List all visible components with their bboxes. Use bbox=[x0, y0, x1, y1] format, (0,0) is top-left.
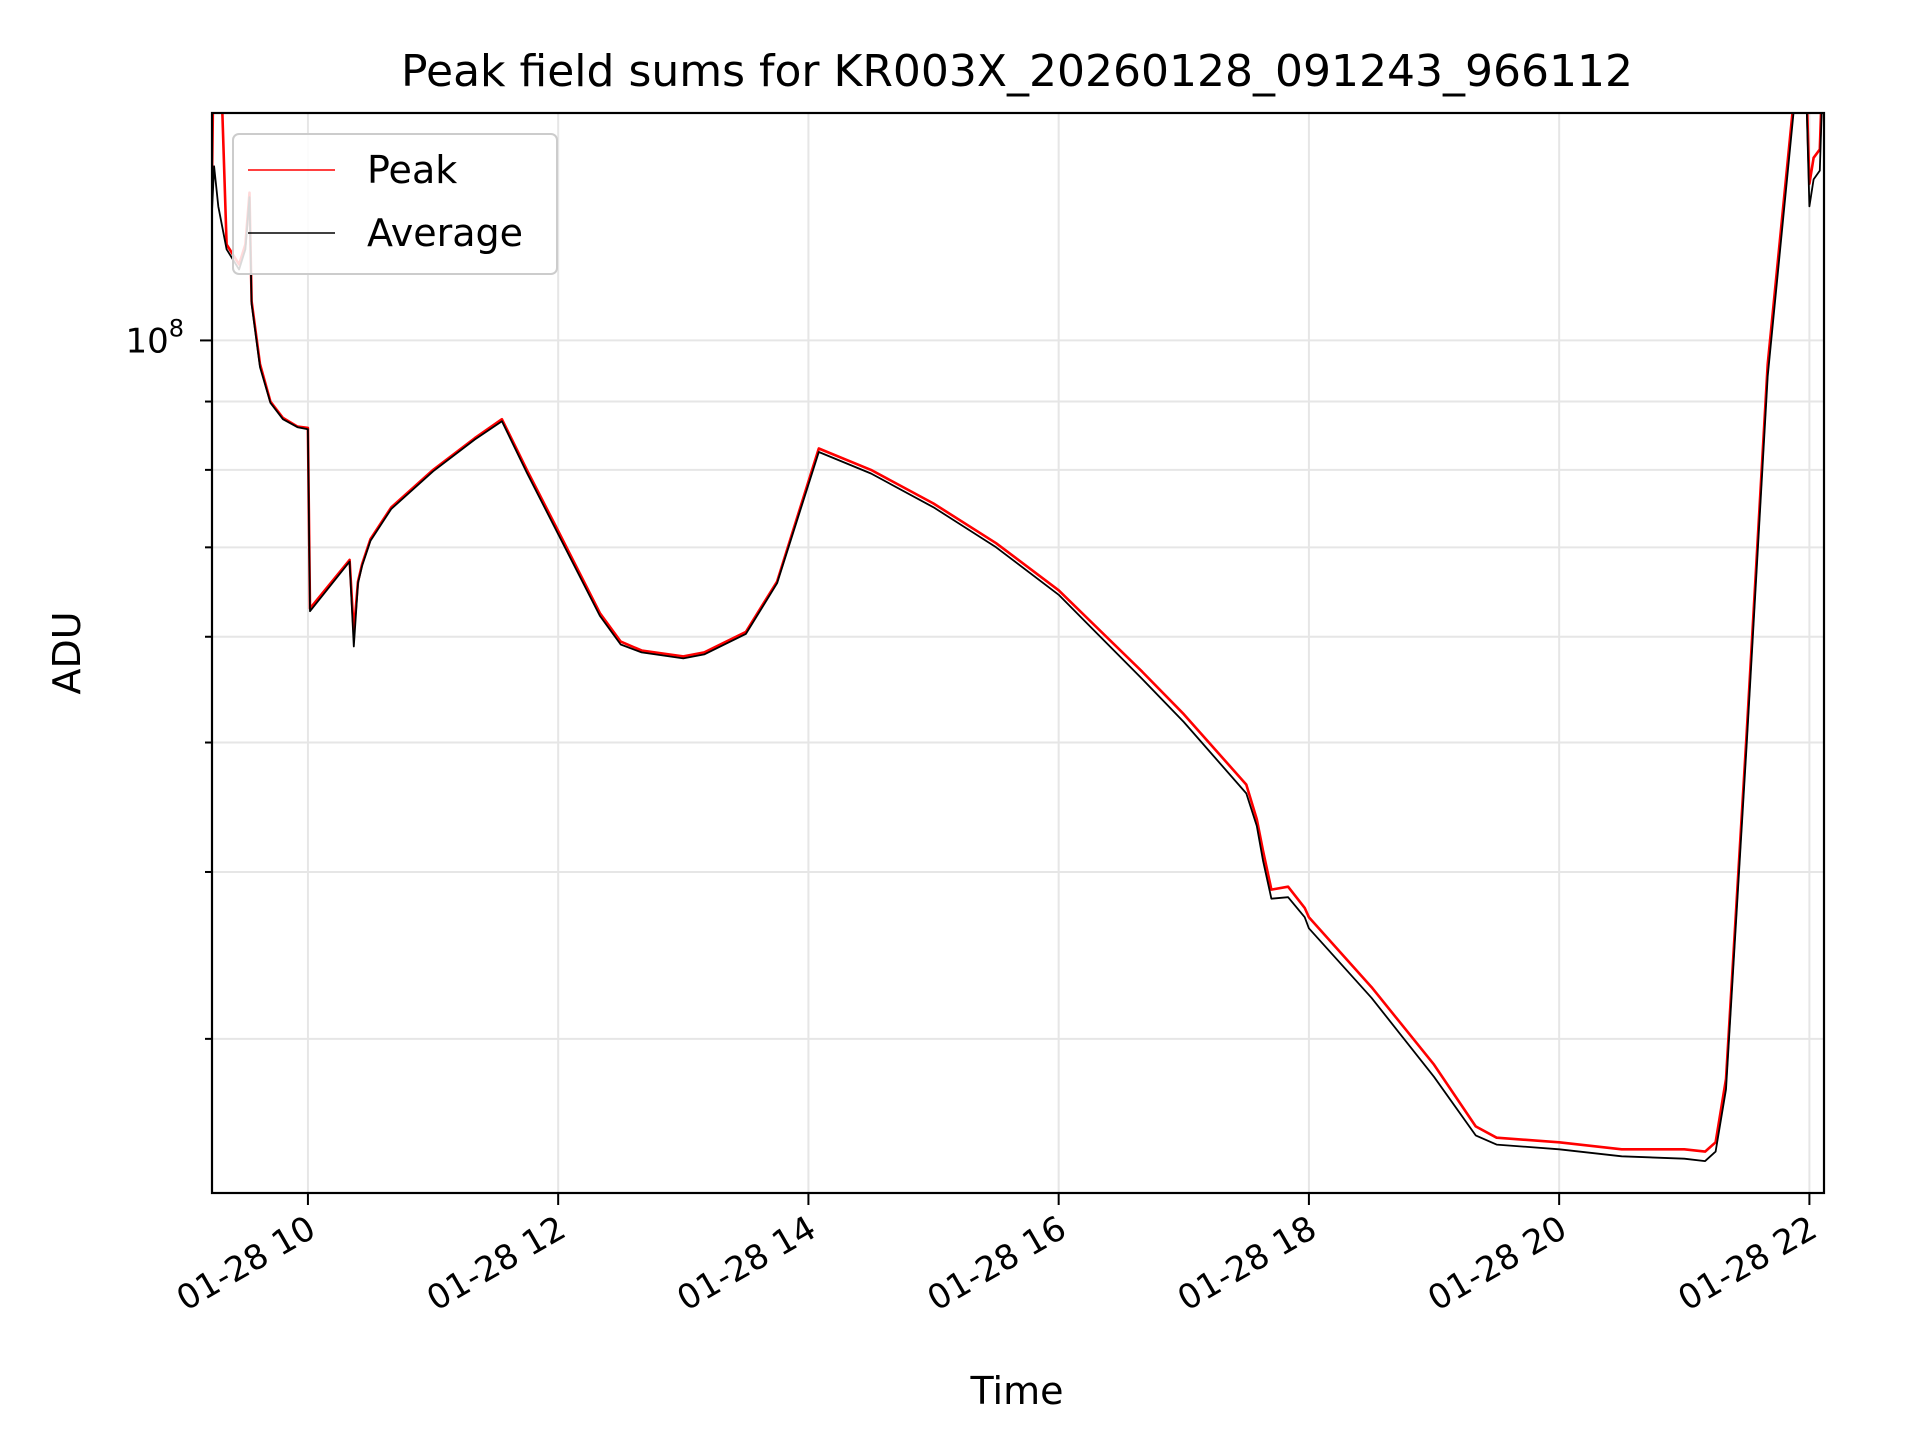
legend: Peak Average bbox=[232, 133, 558, 275]
y-tick-label-exponent: 8 bbox=[169, 314, 184, 342]
y-tick-label-base: 10 bbox=[125, 321, 168, 361]
y-axis: 108 bbox=[125, 314, 212, 1040]
plot-frame bbox=[210, 111, 1826, 1195]
chart-title: Peak field sums for KR003X_20260128_0912… bbox=[401, 46, 1633, 97]
x-axis-label: Time bbox=[970, 1369, 1064, 1413]
grid bbox=[212, 113, 1824, 1193]
y-axis-label: ADU bbox=[45, 611, 89, 694]
series-layer bbox=[212, 113, 1823, 1162]
legend-label-average: Average bbox=[367, 211, 523, 255]
legend-box bbox=[232, 133, 558, 275]
series-line-average bbox=[212, 113, 1823, 1162]
y-tick-label: 108 bbox=[125, 314, 184, 361]
legend-label-peak: Peak bbox=[367, 148, 457, 192]
